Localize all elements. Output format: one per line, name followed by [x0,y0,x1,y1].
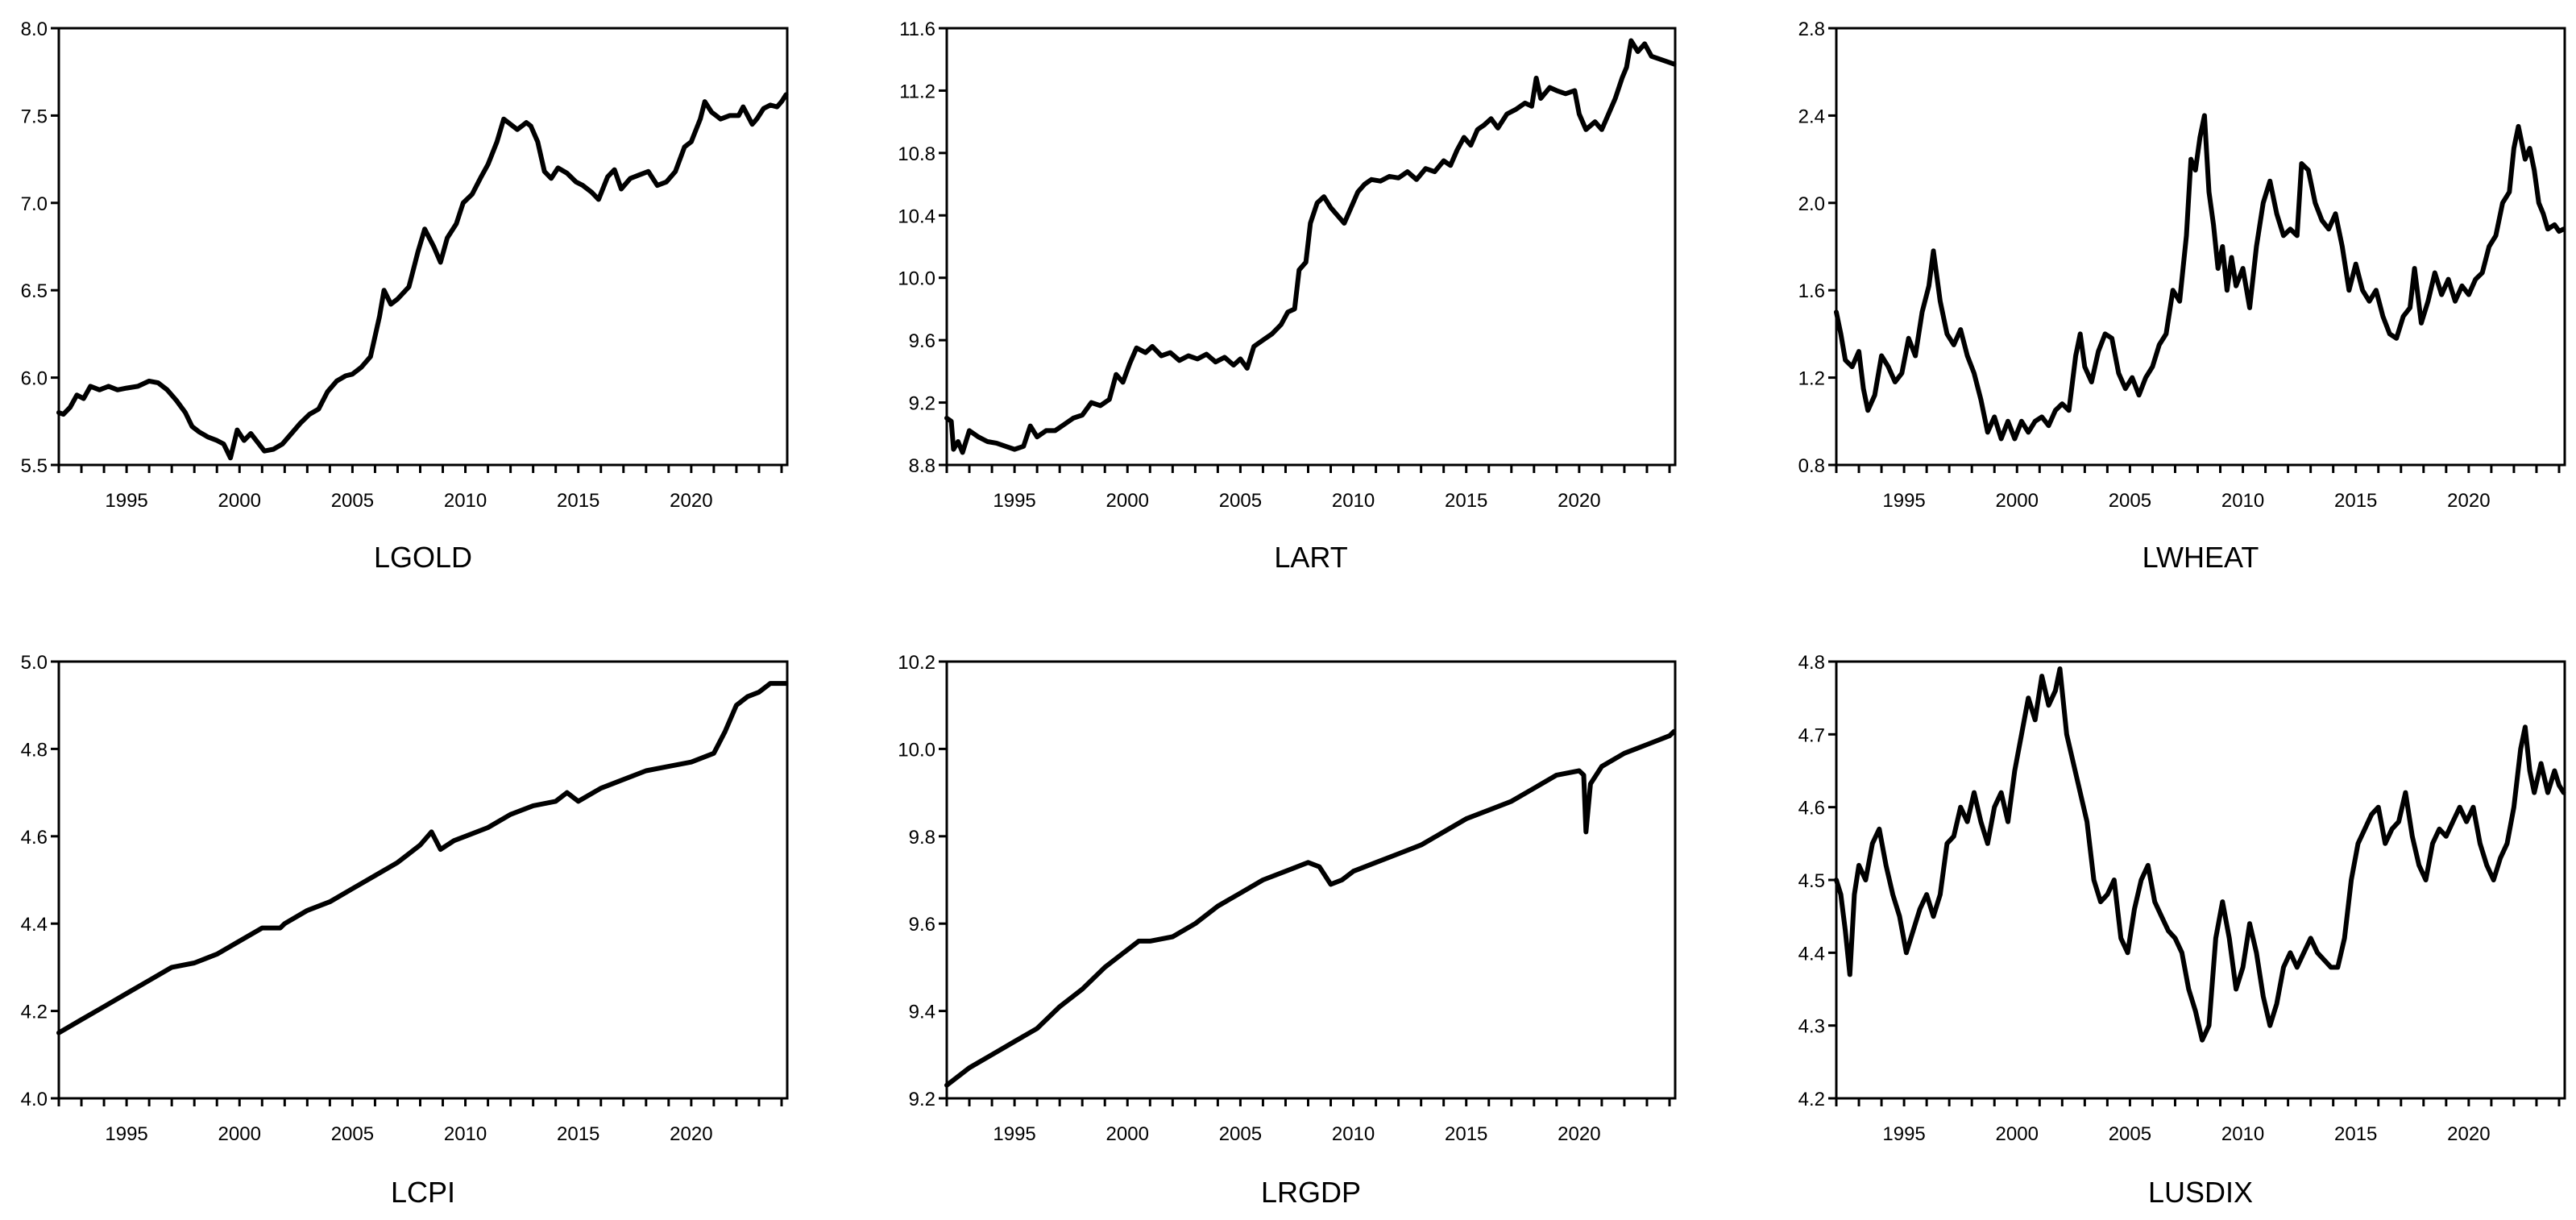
y-tick-label: 7.5 [21,106,48,127]
x-tick-label: 2005 [2109,490,2151,512]
x-tick-label: 2000 [1996,490,2039,512]
x-tick-label: 2020 [670,1123,712,1145]
y-tick-label: 9.2 [909,393,935,415]
y-tick-label: 9.6 [909,914,935,936]
x-tick-label: 2015 [2334,490,2377,512]
panel-title: LUSDIX [2148,1176,2253,1209]
y-tick-label: 4.2 [21,1002,48,1023]
x-tick-label: 1995 [993,1123,1035,1145]
y-tick-label: 4.3 [1798,1016,1825,1038]
x-tick-label: 1995 [1882,1123,1925,1145]
y-tick-label: 2.4 [1798,106,1825,127]
y-tick-label: 1.6 [1798,280,1825,302]
x-tick-label: 2000 [1106,490,1149,512]
y-tick-label: 4.8 [1798,652,1825,674]
y-tick-label: 11.2 [899,81,935,102]
panel-lrgdp: 9.2 9.4 9.6 9.8 10.0 10.2 1995 2000 2005 2010 2015… [898,652,1677,1209]
panel-title: LWHEAT [2143,541,2259,574]
x-tick-label: 2005 [331,1123,374,1145]
x-tick-label: 2015 [1445,1123,1487,1145]
y-tick-label: 4.4 [1798,943,1825,965]
x-tick-label: 2000 [1106,1123,1149,1145]
y-tick-label: 4.8 [21,739,48,761]
y-tick-label: 4.5 [1798,870,1825,892]
x-tick-label: 1995 [105,1123,147,1145]
x-tick-label: 2020 [670,490,712,512]
y-tick-label: 9.2 [909,1089,935,1110]
y-tick-label: 0.8 [1798,455,1825,477]
panel-lgold: 5.5 6.0 6.5 7.0 7.5 8.0 1995 2000 2005 2010 2015 20… [21,19,789,574]
x-tick-label: 2000 [218,1123,261,1145]
x-tick-label: 2020 [1558,490,1600,512]
panel-lcpi: 4.0 4.2 4.4 4.6 4.8 5.0 1995 2000 2005 2010 2015 20… [21,652,789,1209]
x-tick-label: 2000 [1996,1123,2039,1145]
y-tick-label: 4.6 [1798,798,1825,820]
x-tick-label: 2010 [2221,490,2264,512]
y-tick-label: 2.8 [1798,19,1825,40]
y-tick-label: 5.0 [21,652,48,674]
y-tick-label: 7.0 [21,193,48,215]
series-line-lrgdp [944,728,1677,1088]
x-tick-label: 2020 [2447,1123,2490,1145]
panel-title: LART [1274,541,1347,574]
y-tick-label: 10.0 [898,739,935,761]
panel-lart: 8.8 9.2 9.6 10.0 10.4 10.8 11.2 11.6 1995 2000 200… [898,19,1677,574]
x-tick-label: 1995 [993,490,1035,512]
y-tick-label: 4.0 [21,1089,48,1110]
y-tick-label: 8.8 [909,455,935,477]
y-tick-label: 9.6 [909,330,935,352]
y-tick-label: 8.0 [21,19,48,40]
panel-title: LCPI [391,1176,455,1209]
y-tick-label: 10.2 [898,652,935,674]
plot-frame [1835,27,2566,467]
y-tick-label: 4.4 [21,914,48,936]
y-tick-label: 2.0 [1798,193,1825,215]
y-tick-label: 4.6 [21,827,48,849]
x-tick-label: 2005 [331,490,374,512]
series-line-lart [944,38,1677,455]
series-line-lcpi [56,681,789,1035]
y-tick-label: 6.5 [21,280,48,302]
plot-frame [945,27,1677,467]
panel-title: LRGDP [1261,1176,1361,1209]
y-tick-label: 6.0 [21,368,48,390]
x-tick-label: 2010 [2221,1123,2264,1145]
x-tick-label: 2015 [557,1123,599,1145]
series-line-lgold [56,92,789,461]
x-tick-label: 2010 [1332,490,1375,512]
y-tick-label: 4.7 [1798,724,1825,746]
plot-frame [945,660,1677,1100]
y-tick-label: 10.4 [898,205,935,227]
panel-title: LGOLD [374,541,472,574]
x-tick-label: 2005 [1219,490,1262,512]
series-line-lwheat [1834,113,2566,442]
x-tick-label: 1995 [105,490,147,512]
series-line-lusdix [1834,666,2566,1043]
y-tick-label: 10.0 [898,268,935,290]
x-tick-label: 2020 [2447,490,2490,512]
x-tick-label: 2000 [218,490,261,512]
y-tick-label: 10.8 [898,143,935,165]
y-tick-label: 9.4 [909,1002,935,1023]
x-tick-label: 2010 [444,490,487,512]
plot-frame [57,660,789,1100]
panel-lusdix: 4.2 4.3 4.4 4.5 4.6 4.7 4.8 1995 2000 2005 2010 201… [1798,652,2566,1209]
x-tick-label: 2015 [1445,490,1487,512]
y-tick-label: 1.2 [1798,368,1825,390]
x-tick-label: 2010 [444,1123,487,1145]
x-tick-label: 2005 [2109,1123,2151,1145]
y-tick-label: 4.2 [1798,1089,1825,1110]
y-tick-label: 9.8 [909,827,935,849]
panel-lwheat: 0.8 1.2 1.6 2.0 2.4 2.8 1995 2000 2005 2010 2015 20… [1798,19,2566,574]
y-tick-label: 11.6 [899,19,935,40]
y-tick-label: 5.5 [21,455,48,477]
plot-frame [57,27,789,467]
x-tick-label: 2010 [1332,1123,1375,1145]
x-tick-label: 2020 [1558,1123,1600,1145]
x-tick-label: 1995 [1882,490,1925,512]
x-tick-label: 2015 [557,490,599,512]
x-tick-label: 2015 [2334,1123,2377,1145]
x-tick-label: 2005 [1219,1123,1262,1145]
